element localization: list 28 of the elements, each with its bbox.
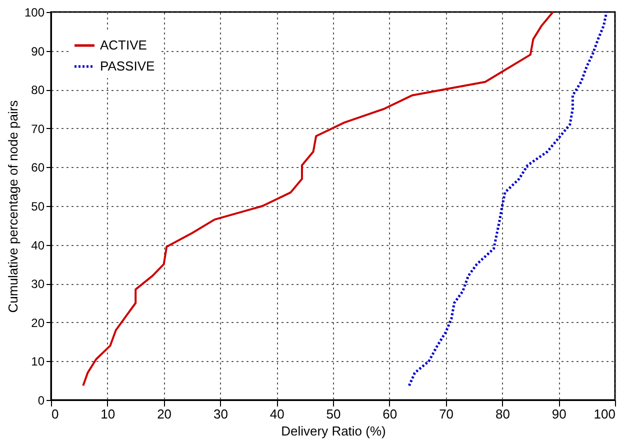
x-tick-label: 60 — [382, 406, 398, 422]
y-tick-label: 50 — [31, 200, 45, 214]
x-tick-label: 30 — [213, 406, 228, 422]
x-axis-title: Delivery Ratio (%) — [281, 424, 386, 438]
x-tick-label: 90 — [552, 406, 566, 422]
y-tick-label: 90 — [31, 44, 45, 58]
x-tick-label: 10 — [100, 406, 116, 422]
y-tick-label: 30 — [31, 277, 45, 292]
line-series — [408, 10, 608, 387]
line-series — [82, 11, 554, 387]
y-tick-label: 0 — [38, 394, 45, 408]
y-tick-label: 100 — [24, 6, 45, 20]
x-tick-label: 20 — [157, 406, 172, 422]
y-tick-label: 70 — [31, 122, 45, 136]
y-tick-label: 80 — [31, 83, 45, 98]
legend-label: PASSIVE — [100, 58, 155, 74]
y-axis-title: Cumulative percentage of node pairs — [5, 100, 20, 313]
y-tick-label: 20 — [31, 316, 45, 330]
y-tick-label: 60 — [31, 160, 45, 175]
x-tick-label: 0 — [52, 406, 59, 422]
x-tick-label: 80 — [495, 406, 510, 422]
x-tick-label: 100 — [594, 406, 616, 422]
y-tick-label: 40 — [31, 238, 45, 252]
x-tick-label: 40 — [270, 406, 284, 422]
x-tick-label: 70 — [439, 406, 454, 422]
x-tick-label: 50 — [326, 406, 341, 422]
y-tick-label: 10 — [31, 354, 45, 369]
legend-label: ACTIVE — [100, 38, 148, 52]
